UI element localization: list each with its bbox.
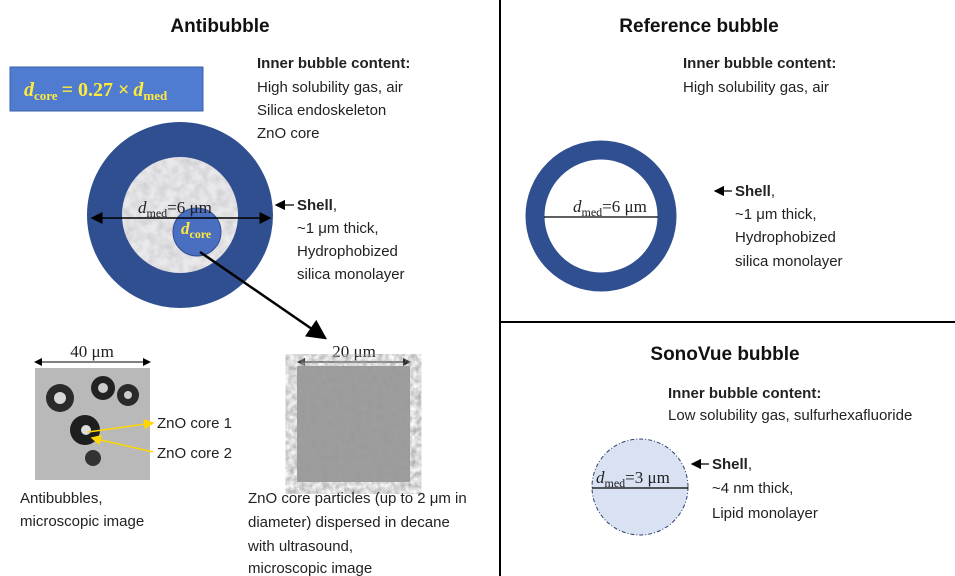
formula: dcore = 0.27 × dmed [24, 79, 168, 103]
text-part: core [190, 227, 212, 241]
core-label: dcore [181, 219, 212, 241]
text-part: core [34, 88, 58, 103]
content-heading: Inner bubble content: [683, 55, 836, 72]
image-label: ZnO core 2 [157, 445, 232, 462]
caption: Antibubbles, [20, 490, 103, 507]
content-heading: Inner bubble content: [257, 55, 410, 72]
shell-line: ~4 nm thick, [712, 480, 793, 497]
scale-label: 40 μm [70, 342, 114, 361]
antibubbles [46, 376, 139, 466]
shell-line: ~1 μm thick, [297, 220, 379, 237]
text-part: d [138, 198, 147, 217]
text-part: d [596, 468, 605, 487]
text-part: d [181, 219, 190, 238]
core-pointer [87, 419, 155, 433]
content-line: High solubility gas, air [257, 79, 403, 96]
text-part: d [24, 79, 35, 101]
shell-line: silica monolayer [297, 266, 405, 283]
shell-label: Shell, [297, 197, 337, 214]
text-part: med [147, 206, 168, 220]
content-line: Low solubility gas, sulfurhexafluoride [668, 407, 912, 424]
text-part: med [605, 476, 626, 490]
shell-line: Hydrophobized [297, 243, 398, 260]
formula-box [9, 66, 204, 112]
diameter-label: dmed=6 μm [573, 197, 647, 219]
text-part: Shell [712, 456, 748, 473]
pointer-arrow [199, 250, 328, 340]
shell-line: silica monolayer [735, 253, 843, 270]
caption: microscopic image [20, 513, 144, 530]
title: Antibubble [170, 16, 269, 37]
caption: ZnO core particles (up to 2 μm in [248, 490, 467, 507]
content-line: ZnO core [257, 125, 320, 142]
shell-line: Lipid monolayer [712, 505, 818, 522]
particle-texture [297, 366, 410, 482]
diameter-label: dmed=3 μm [596, 468, 670, 490]
bubble [591, 438, 689, 536]
image-label: ZnO core 1 [157, 415, 232, 432]
title: SonoVue bubble [650, 344, 799, 365]
caption: diameter) dispersed in decane [248, 514, 450, 531]
scale-label: 20 μm [332, 342, 376, 361]
shell-circle [525, 140, 677, 292]
caption: with ultrasound, [247, 538, 353, 555]
caption: microscopic image [248, 560, 372, 576]
core-pointer [90, 434, 154, 453]
text-part: med [582, 205, 603, 219]
title: Reference bubble [619, 16, 778, 37]
content-line: High solubility gas, air [683, 79, 829, 96]
content-heading: Inner bubble content: [668, 385, 821, 402]
content-line: Silica endoskeleton [257, 102, 386, 119]
diameter-label: dmed=6 μm [138, 198, 212, 220]
shell-label: Shell, [712, 456, 752, 473]
text-part: =3 μm [625, 468, 670, 487]
text-part: med [143, 88, 168, 103]
text-part: Shell [297, 197, 333, 214]
text-part: = 0.27 × [62, 79, 130, 101]
text-part: d [133, 79, 144, 101]
text-part: =6 μm [602, 197, 647, 216]
text-part: =6 μm [167, 198, 212, 217]
text-part: d [573, 197, 582, 216]
text-part: Shell [735, 183, 771, 200]
shell-line: ~1 μm thick, [735, 206, 817, 223]
shell-label: Shell, [735, 183, 775, 200]
shell-line: Hydrophobized [735, 229, 836, 246]
